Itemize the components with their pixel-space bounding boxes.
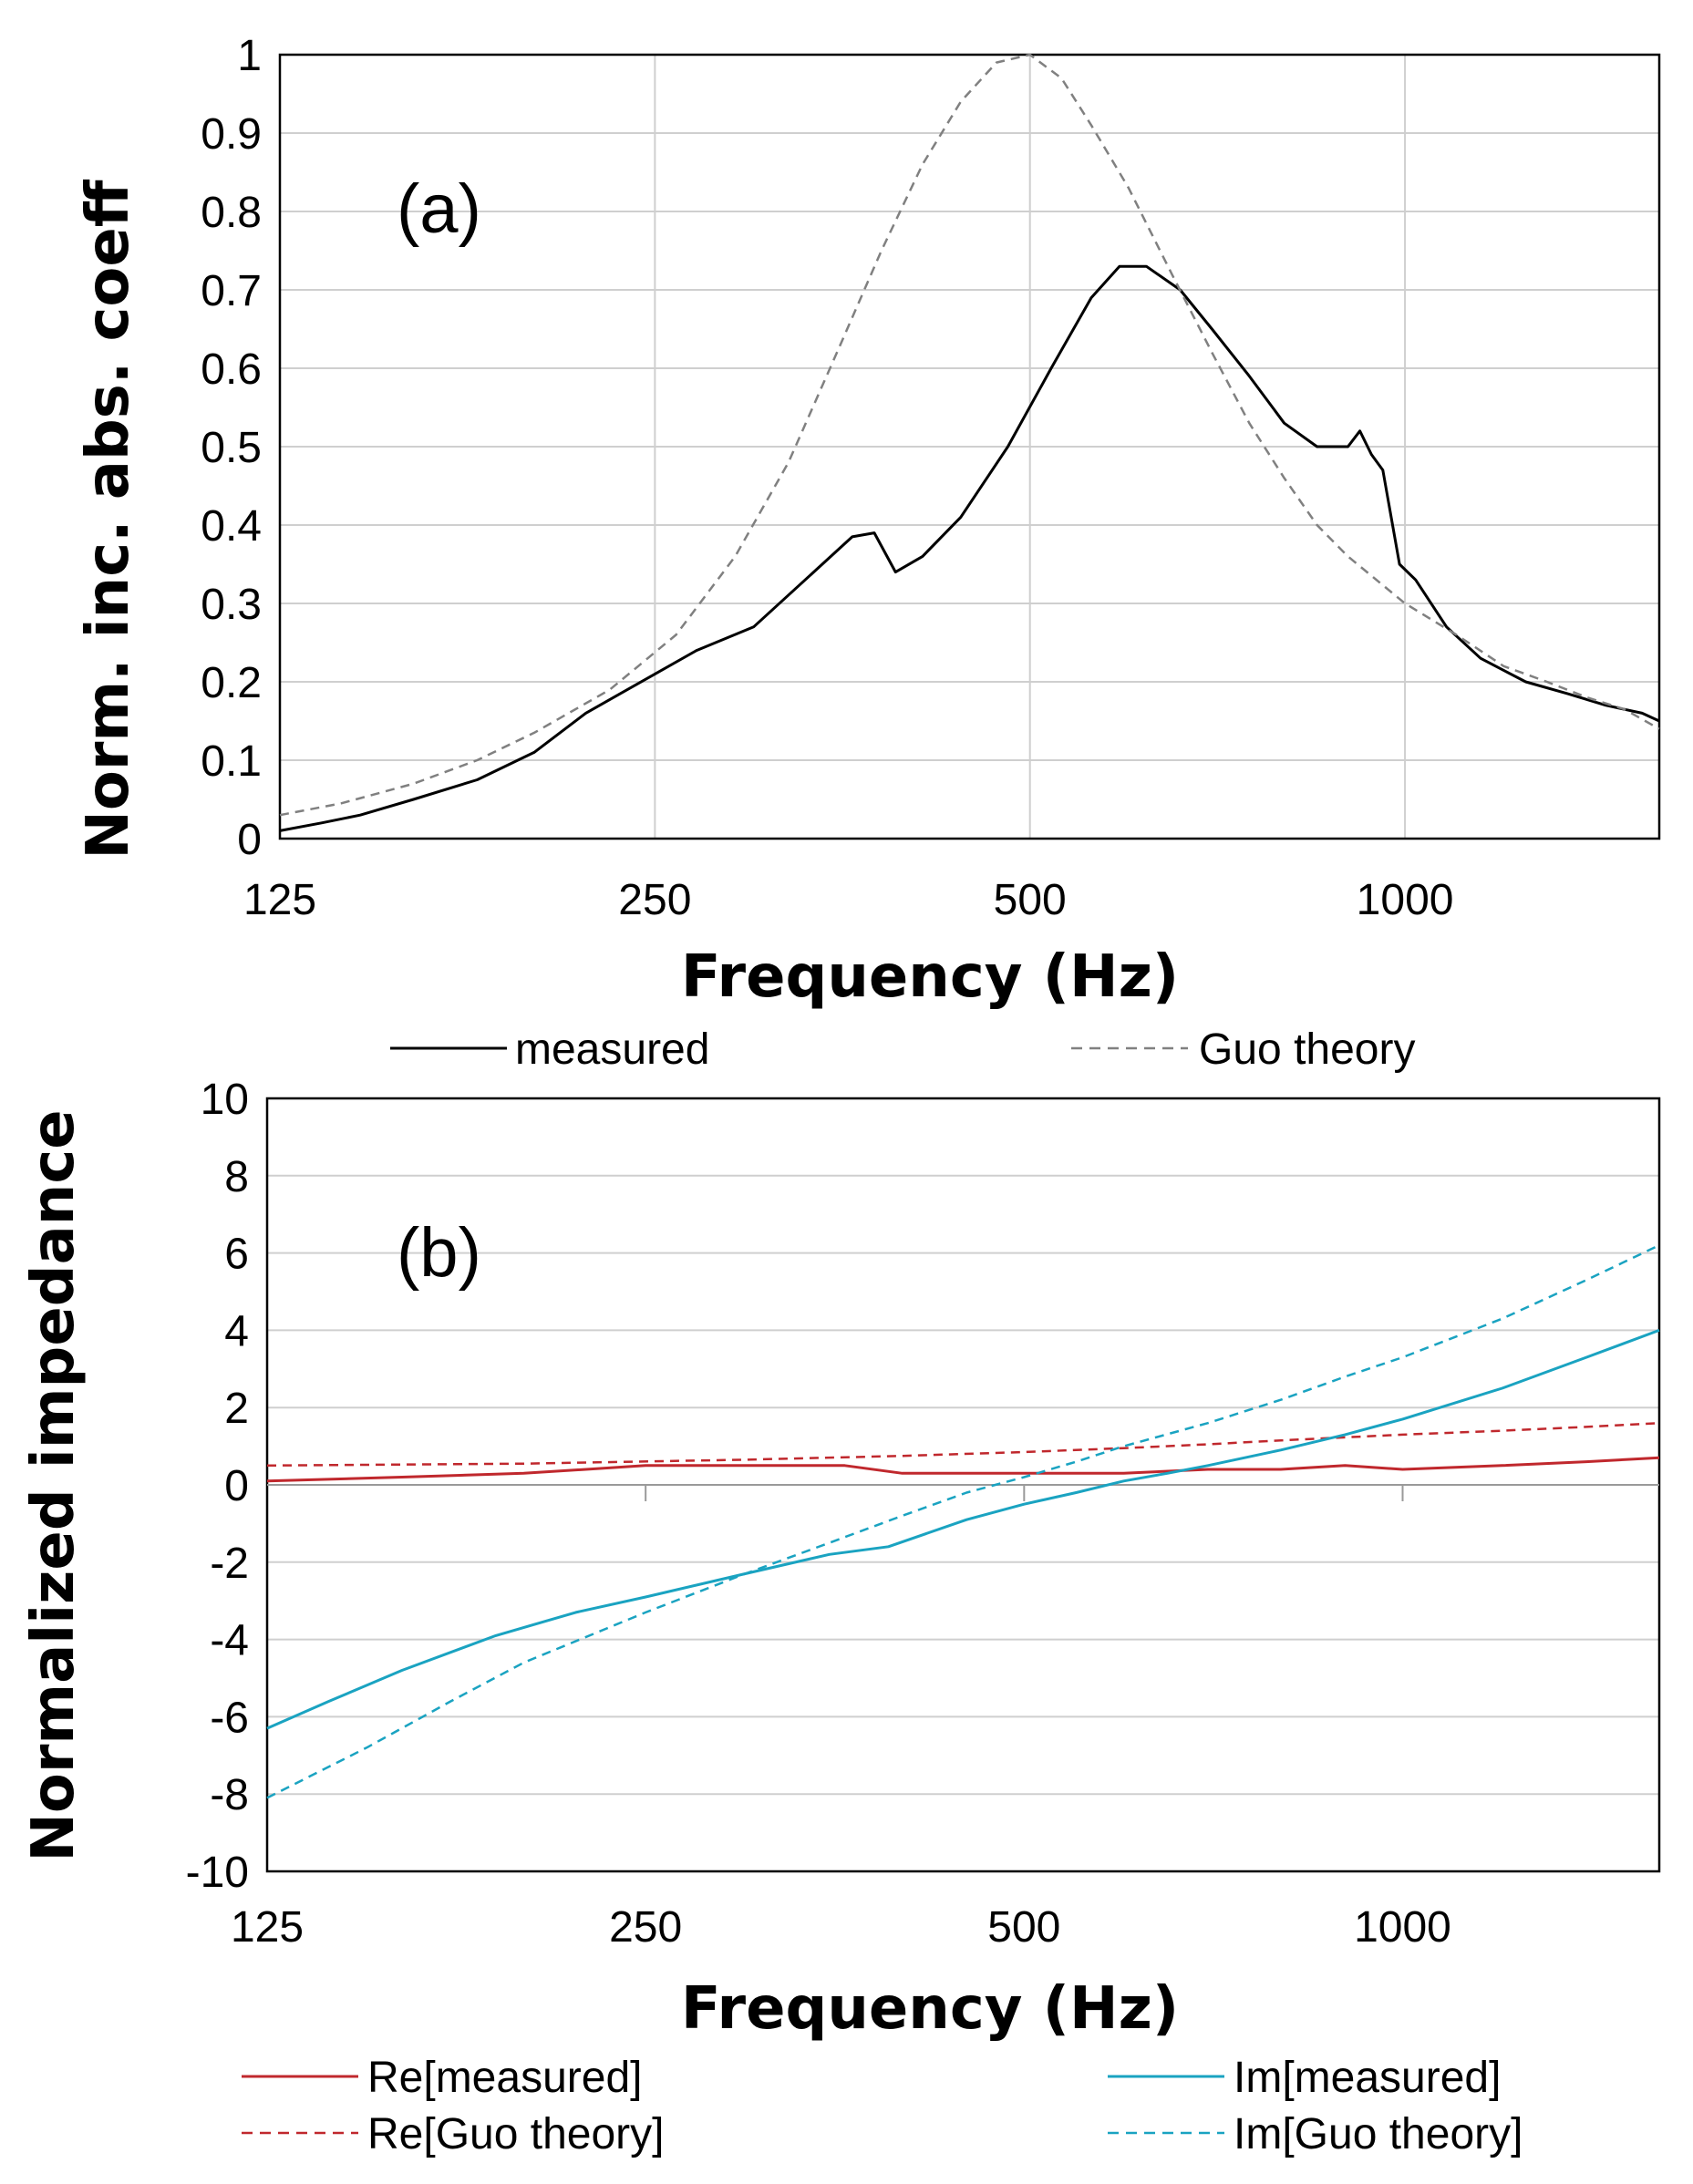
panel-a-x-axis-title: Frequency (Hz): [681, 943, 1179, 1011]
x-tick-label: 250: [618, 876, 691, 924]
panel-a-series: [279, 53, 1660, 832]
y-tick-label: 6: [224, 1231, 249, 1279]
legend-label-im-guo-theory: Im[Guo theory]: [1234, 2110, 1523, 2158]
y-tick-label: 0.7: [201, 267, 262, 315]
panel-a-x-tick-labels: 125 250 500 1000: [243, 876, 1454, 924]
panel-a-legend: measured Guo theory: [390, 1025, 1415, 1074]
panel-a-gridlines: [280, 55, 1659, 839]
y-tick-label: 0.9: [201, 110, 262, 159]
x-tick-label: 250: [609, 1903, 682, 1952]
x-tick-label: 1000: [1357, 876, 1454, 924]
series-line-im-guo-theory: [266, 1243, 1660, 1799]
y-tick-label: 0: [224, 1462, 249, 1510]
legend-label-im-measured: Im[measured]: [1234, 2054, 1501, 2102]
legend-label-re-guo-theory: Re[Guo theory]: [367, 2110, 665, 2158]
y-tick-label: -10: [186, 1849, 249, 1897]
y-tick-label: 0.1: [201, 737, 262, 786]
y-tick-label: -6: [210, 1694, 249, 1742]
y-tick-label: 0.8: [201, 189, 262, 237]
y-tick-label: -4: [210, 1617, 249, 1665]
panel-a-y-axis-title: Norm. inc. abs. coeff: [75, 179, 142, 859]
panel-b-y-axis-title: Normalized impedance: [20, 1109, 88, 1861]
x-tick-label: 125: [243, 876, 316, 924]
panel-a-label: (a): [397, 170, 481, 248]
series-line-im-measured: [266, 1328, 1660, 1730]
y-tick-label: 8: [224, 1153, 249, 1201]
panel-b-zero-axis: [267, 1484, 1659, 1501]
panel-b-x-tick-labels: 125 250 500 1000: [231, 1903, 1451, 1952]
panel-b-y-tick-labels: -10 -8 -6 -4 -2 0 2 4 6 8 10: [186, 1076, 249, 1897]
y-tick-label: -8: [210, 1771, 249, 1819]
y-tick-label: 10: [201, 1076, 249, 1124]
y-tick-label: 0: [237, 816, 262, 864]
series-line-re-guo-theory: [266, 1421, 1660, 1468]
series-line-guo-theory: [279, 53, 1660, 817]
y-tick-label: 0.4: [201, 502, 262, 551]
x-tick-label: 500: [994, 876, 1067, 924]
y-tick-label: 1: [237, 32, 262, 80]
legend-label-measured: measured: [515, 1025, 709, 1074]
panel-a-y-tick-labels: 0 0.1 0.2 0.3 0.4 0.5 0.6 0.7 0.8 0.9 1: [201, 32, 262, 864]
legend-label-re-measured: Re[measured]: [367, 2054, 642, 2102]
y-tick-label: -2: [210, 1540, 249, 1588]
series-line-measured: [279, 264, 1660, 832]
panel-a-absorption-chart: 00.10.20.30.40.50.60.70.80.91 125 250 500 1…: [75, 32, 1661, 1074]
series-line-re-measured: [266, 1456, 1660, 1483]
panel-b-series: [266, 1243, 1660, 1799]
x-tick-label: 500: [987, 1903, 1060, 1952]
y-tick-label: 2: [224, 1385, 249, 1433]
legend-label-guo-theory: Guo theory: [1199, 1025, 1415, 1074]
y-tick-label: 0.5: [201, 424, 262, 472]
y-tick-label: 4: [224, 1307, 249, 1355]
panel-a-plot-frame: [278, 53, 1661, 840]
y-tick-label: 0.2: [201, 659, 262, 707]
panel-b-impedance-chart: -10 -8 -6 -4 -2 0 2 4 6 8 10 125 250 500 1000 (b) Nor…: [20, 1076, 1661, 2158]
panel-b-label: (b): [397, 1214, 481, 1292]
y-tick-label: 0.6: [201, 345, 262, 394]
panel-b-x-axis-title: Frequency (Hz): [681, 1975, 1179, 2043]
x-tick-label: 125: [231, 1903, 304, 1952]
x-tick-label: 1000: [1354, 1903, 1451, 1952]
panel-b-legend: Re[measured] Re[Guo theory] Im[measured]…: [242, 2054, 1523, 2158]
y-tick-label: 0.3: [201, 581, 262, 629]
